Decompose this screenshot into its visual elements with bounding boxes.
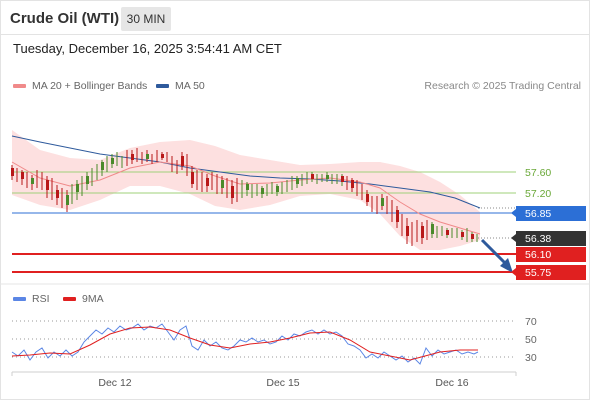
rsi-tick-70: 70 [525, 316, 537, 328]
timestamp: Tuesday, December 16, 2025 3:54:41 AM CE… [13, 41, 282, 56]
ma50-line [11, 135, 481, 209]
x-label-dec15: Dec 15 [266, 377, 299, 389]
header-divider [0, 34, 590, 35]
ma20-legend-label: MA 20 + Bollinger Bands [32, 80, 148, 92]
pivot-label-pointer [511, 209, 516, 217]
current-price-label: 56.38 [525, 233, 551, 245]
rsi-line [11, 323, 479, 365]
ma20-line [11, 161, 481, 235]
support-label-pointer-2 [511, 268, 516, 276]
rsi-tick-50: 50 [525, 334, 537, 346]
resistance-label-2: 57.20 [525, 188, 551, 200]
resistance-label-1: 57.60 [525, 167, 551, 179]
pivot-label-box [516, 206, 586, 221]
support-label-box-1 [516, 247, 586, 262]
current-price-pointer [511, 234, 516, 242]
rsi-legend-label: RSI [32, 293, 50, 305]
9ma-swatch [63, 297, 76, 302]
legend-ma50: MA 50 [156, 80, 205, 92]
support-label-2: 55.75 [525, 267, 551, 279]
timeframe-button[interactable]: 30 MIN [121, 7, 171, 31]
candles [11, 148, 478, 246]
rsi-swatch [13, 297, 26, 302]
rsi-tick-30: 30 [525, 352, 537, 364]
support-label-box-2 [516, 265, 586, 280]
instrument-title: Crude Oil (WTI) [10, 10, 120, 27]
ma50-legend-label: MA 50 [175, 80, 205, 92]
rsi-ma-line [11, 326, 478, 361]
ma20-swatch [13, 84, 26, 89]
x-label-dec16: Dec 16 [435, 377, 468, 389]
legend-ma20-bollinger: MA 20 + Bollinger Bands [13, 80, 147, 92]
support-label-1: 56.10 [525, 249, 551, 261]
credit-text: Research © 2025 Trading Central [424, 80, 581, 92]
ma50-swatch [156, 84, 169, 89]
legend-rsi: RSI [13, 293, 50, 305]
9ma-legend-label: 9MA [82, 293, 104, 305]
pivot-label: 56.85 [525, 208, 551, 220]
rsi-panel [11, 320, 516, 365]
x-label-dec12: Dec 12 [98, 377, 131, 389]
legend-9ma: 9MA [63, 293, 104, 305]
current-price-box [516, 231, 586, 246]
forecast-arrow [480, 238, 513, 273]
